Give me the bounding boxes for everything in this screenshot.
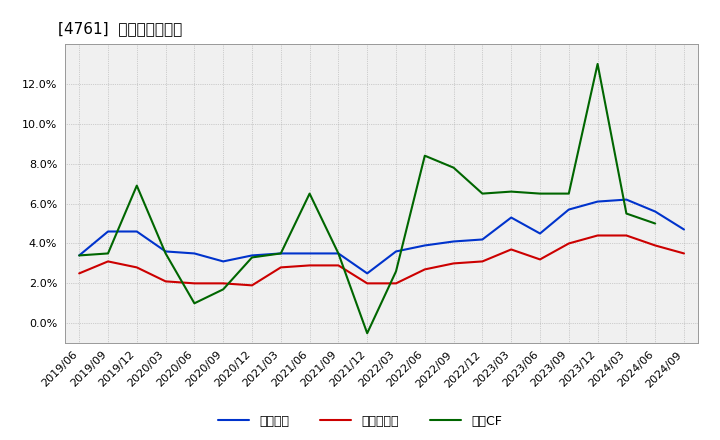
Legend: 経常利益, 当期純利益, 営業CF: 経常利益, 当期純利益, 営業CF <box>212 408 508 434</box>
営業CF <box>478 191 487 196</box>
当期純利益 <box>449 261 458 266</box>
営業CF <box>507 189 516 194</box>
当期純利益 <box>75 271 84 276</box>
経常利益 <box>392 249 400 254</box>
経常利益 <box>161 249 170 254</box>
当期純利益 <box>392 281 400 286</box>
営業CF <box>161 251 170 256</box>
営業CF <box>622 211 631 216</box>
営業CF <box>334 251 343 256</box>
営業CF <box>75 253 84 258</box>
経常利益 <box>248 253 256 258</box>
当期純利益 <box>305 263 314 268</box>
営業CF <box>363 330 372 336</box>
当期純利益 <box>420 267 429 272</box>
当期純利益 <box>190 281 199 286</box>
経常利益 <box>420 243 429 248</box>
経常利益 <box>219 259 228 264</box>
経常利益 <box>190 251 199 256</box>
経常利益 <box>593 199 602 204</box>
Line: 営業CF: 営業CF <box>79 64 655 333</box>
当期純利益 <box>478 259 487 264</box>
経常利益 <box>305 251 314 256</box>
当期純利益 <box>593 233 602 238</box>
経常利益 <box>132 229 141 234</box>
当期純利益 <box>219 281 228 286</box>
営業CF <box>248 255 256 260</box>
当期純利益 <box>334 263 343 268</box>
経常利益 <box>680 227 688 232</box>
当期純利益 <box>161 279 170 284</box>
経常利益 <box>651 209 660 214</box>
営業CF <box>593 61 602 66</box>
経常利益 <box>104 229 112 234</box>
経常利益 <box>478 237 487 242</box>
Text: [4761]  マージンの推移: [4761] マージンの推移 <box>58 21 183 36</box>
当期純利益 <box>651 243 660 248</box>
当期純利益 <box>132 265 141 270</box>
当期純利益 <box>564 241 573 246</box>
営業CF <box>420 153 429 158</box>
当期純利益 <box>104 259 112 264</box>
経常利益 <box>622 197 631 202</box>
営業CF <box>219 287 228 292</box>
当期純利益 <box>507 247 516 252</box>
経常利益 <box>334 251 343 256</box>
経常利益 <box>564 207 573 212</box>
営業CF <box>276 251 285 256</box>
営業CF <box>305 191 314 196</box>
営業CF <box>651 221 660 226</box>
当期純利益 <box>536 257 544 262</box>
経常利益 <box>507 215 516 220</box>
経常利益 <box>363 271 372 276</box>
当期純利益 <box>363 281 372 286</box>
経常利益 <box>276 251 285 256</box>
当期純利益 <box>622 233 631 238</box>
当期純利益 <box>680 251 688 256</box>
営業CF <box>132 183 141 188</box>
営業CF <box>104 251 112 256</box>
営業CF <box>536 191 544 196</box>
経常利益 <box>449 239 458 244</box>
営業CF <box>392 269 400 274</box>
Line: 経常利益: 経常利益 <box>79 200 684 273</box>
当期純利益 <box>248 283 256 288</box>
Line: 当期純利益: 当期純利益 <box>79 235 684 286</box>
営業CF <box>190 301 199 306</box>
経常利益 <box>75 253 84 258</box>
営業CF <box>564 191 573 196</box>
営業CF <box>449 165 458 170</box>
経常利益 <box>536 231 544 236</box>
当期純利益 <box>276 265 285 270</box>
